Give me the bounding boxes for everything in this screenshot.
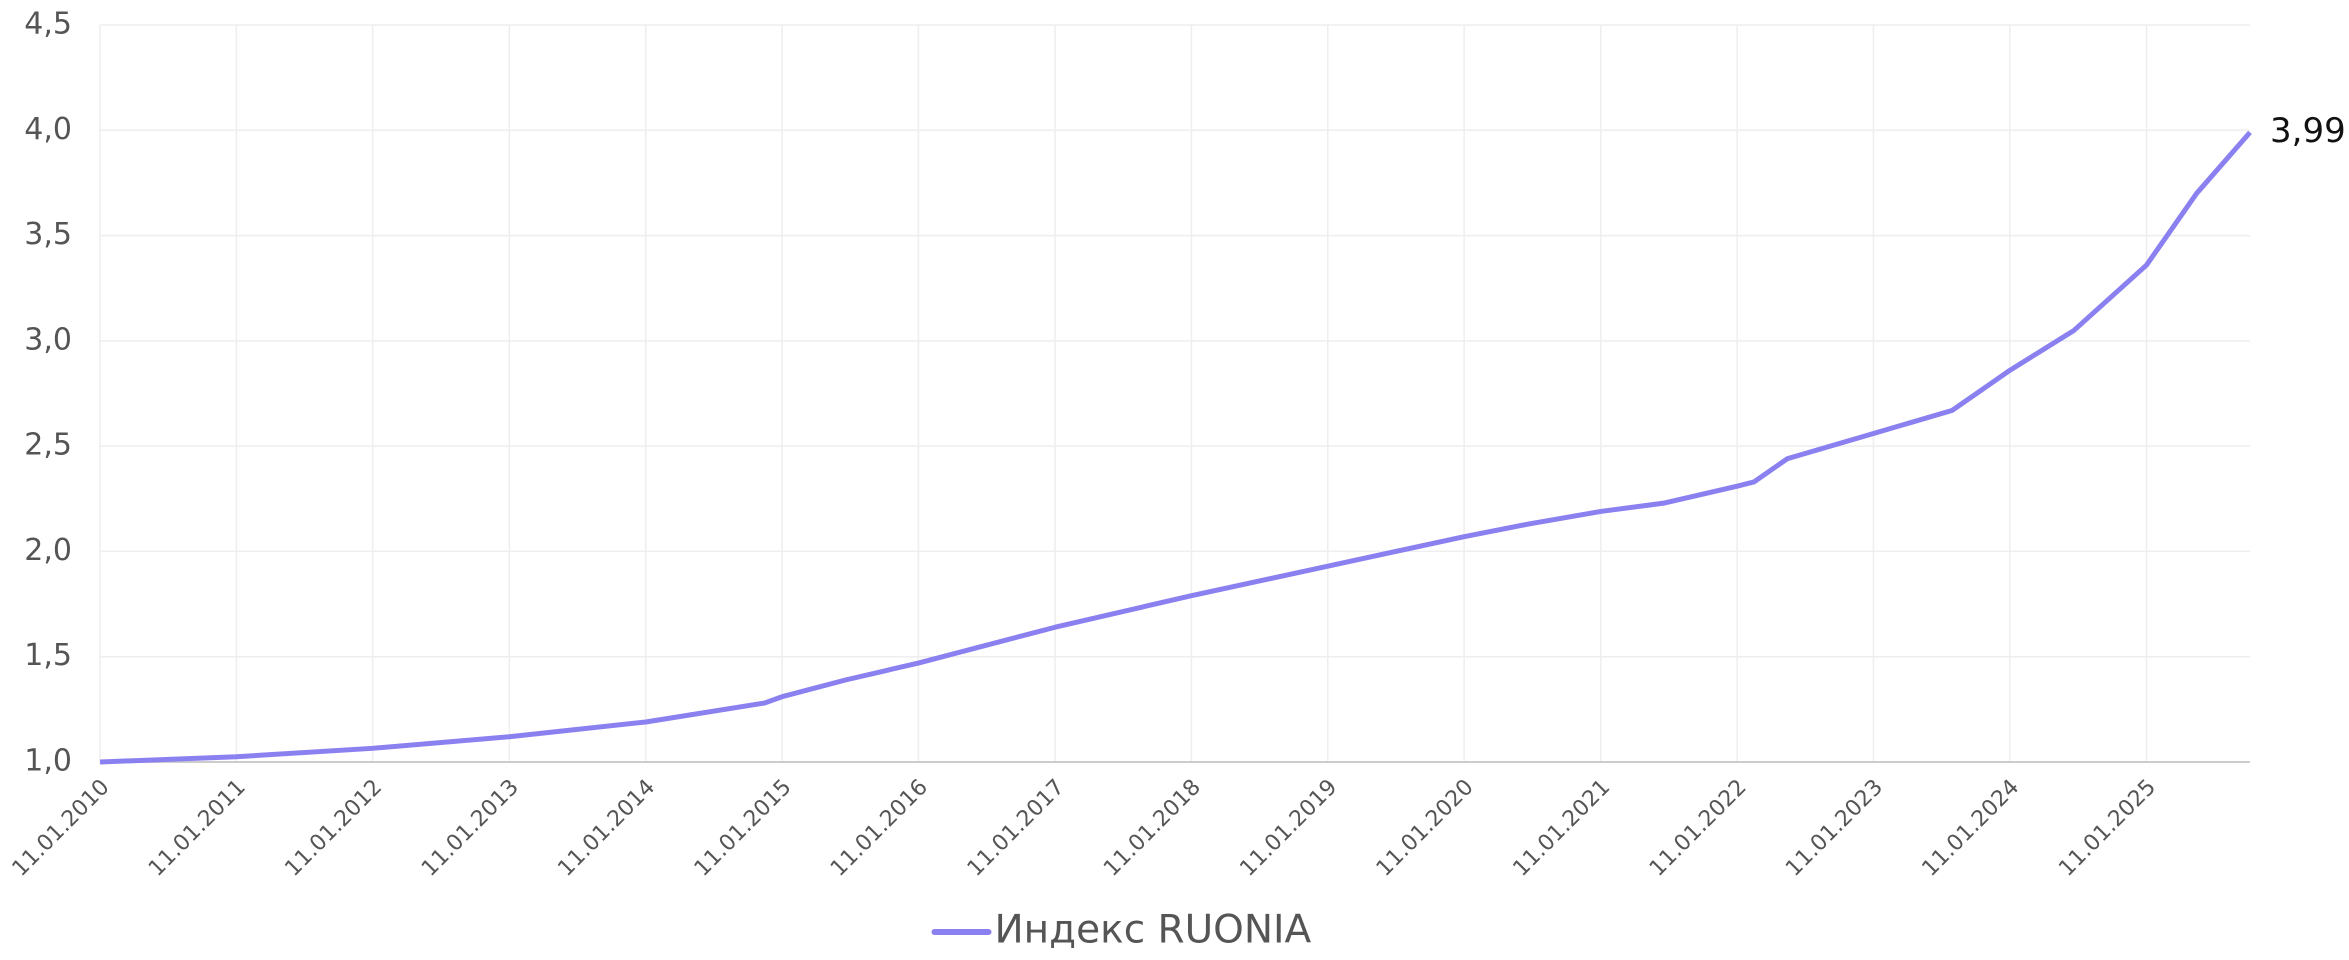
x-tick-label: 11.01.2011	[144, 775, 251, 882]
end-label: 3,99	[2270, 111, 2346, 151]
series-line	[99, 130, 2252, 765]
x-tick-label: 11.01.2023	[1781, 775, 1888, 882]
y-tick-label: 4,5	[24, 7, 72, 42]
y-tick-label: 1,0	[24, 744, 72, 779]
x-tick-label: 11.01.2013	[417, 775, 524, 882]
y-tick-label: 1,5	[24, 638, 72, 673]
x-tick-label: 11.01.2024	[1918, 775, 2025, 882]
legend-label: Индекс RUONIA	[995, 908, 1312, 953]
x-tick-label: 11.01.2016	[826, 775, 933, 882]
x-tick-label: 11.01.2018	[1099, 775, 1206, 882]
x-tick-label: 11.01.2012	[280, 775, 387, 882]
y-tick-label: 2,0	[24, 533, 72, 568]
y-tick-label: 3,5	[24, 217, 72, 252]
x-tick-label: 11.01.2025	[2054, 775, 2161, 882]
x-tick-label: 11.01.2015	[690, 775, 797, 882]
y-tick-label: 4,0	[24, 112, 72, 147]
x-tick-label: 11.01.2010	[8, 775, 115, 882]
x-tick-label: 11.01.2022	[1645, 775, 1752, 882]
x-tick-label: 11.01.2020	[1372, 775, 1479, 882]
x-tick-label: 11.01.2017	[963, 775, 1070, 882]
y-tick-label: 2,5	[24, 428, 72, 463]
x-tick-label: 11.01.2014	[553, 775, 660, 882]
y-tick-label: 3,0	[24, 322, 72, 357]
x-tick-label: 11.01.2021	[1509, 775, 1616, 882]
x-tick-label: 11.01.2019	[1236, 775, 1343, 882]
